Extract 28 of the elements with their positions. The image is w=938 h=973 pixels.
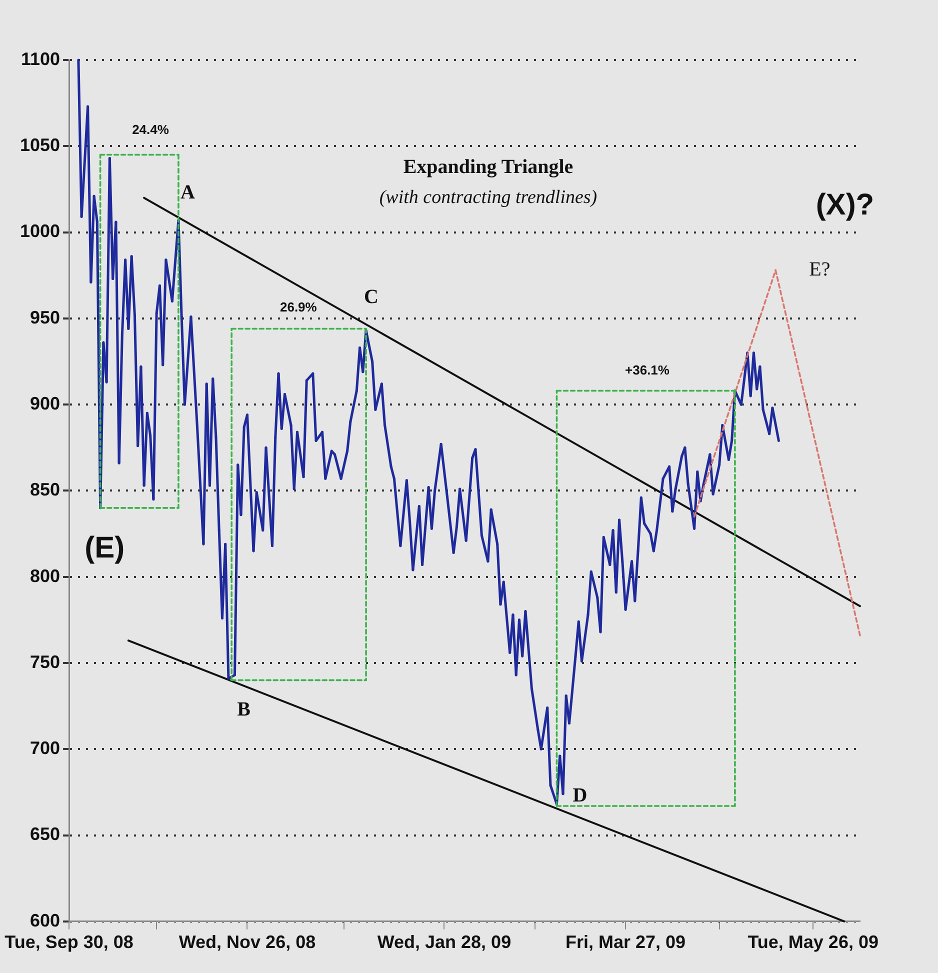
annotation: B — [237, 698, 251, 721]
annotation: C — [364, 286, 378, 308]
x-tick-label: Wed, Jan 28, 09 — [377, 932, 512, 952]
y-tick-label: 600 — [30, 910, 60, 930]
y-tick-label: 700 — [30, 738, 60, 758]
y-tick-label: 1100 — [20, 48, 60, 69]
y-tick-label: 850 — [30, 480, 60, 500]
x-tick-label: Fri, Mar 27, 09 — [565, 932, 686, 952]
y-tick-label: 750 — [30, 652, 60, 672]
text: Expanding Triangle — [403, 156, 574, 178]
y-tick-label: 650 — [30, 824, 60, 844]
y-tick-label: 800 — [30, 566, 60, 586]
annotation: 26.9% — [280, 300, 318, 315]
annotation: +36.1% — [625, 362, 670, 378]
text: (with contracting trendlines) — [379, 187, 598, 208]
annotation: A — [180, 182, 196, 204]
y-tick-label: 1050 — [20, 135, 60, 156]
x-tick-label: Tue, May 26, 09 — [748, 932, 878, 952]
annotation: D — [572, 784, 588, 807]
x-tick-label: Wed, Nov 26, 08 — [178, 932, 316, 952]
y-tick-label: 950 — [30, 307, 60, 328]
annotation: (X)? — [816, 188, 874, 222]
x-tick-label: Tue, Sep 30, 08 — [4, 932, 134, 952]
y-tick-label: 1000 — [20, 221, 60, 242]
annotation: E? — [809, 258, 830, 280]
annotation: (E) — [84, 532, 125, 565]
y-tick-label: 900 — [30, 394, 60, 414]
annotation: 24.4% — [132, 122, 170, 138]
